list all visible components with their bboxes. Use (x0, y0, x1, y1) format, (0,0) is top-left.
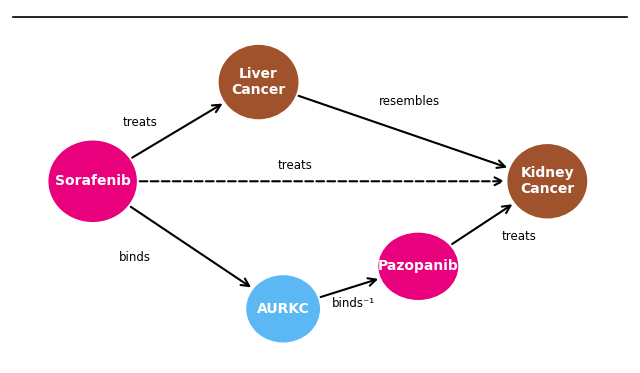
Ellipse shape (219, 45, 298, 119)
Text: treats: treats (278, 159, 313, 172)
Text: treats: treats (501, 230, 536, 243)
Text: Sorafenib: Sorafenib (55, 174, 131, 188)
Ellipse shape (246, 275, 320, 342)
Text: AURKC: AURKC (257, 302, 310, 316)
Text: resembles: resembles (378, 95, 440, 108)
Ellipse shape (378, 233, 458, 300)
Text: binds: binds (119, 251, 151, 264)
Text: binds⁻¹: binds⁻¹ (332, 297, 375, 310)
Text: Liver
Cancer: Liver Cancer (232, 67, 285, 97)
Ellipse shape (49, 141, 137, 222)
Text: Kidney
Cancer: Kidney Cancer (520, 166, 575, 196)
Text: Pazopanib: Pazopanib (378, 259, 459, 273)
Ellipse shape (508, 144, 588, 219)
Text: treats: treats (122, 116, 157, 129)
